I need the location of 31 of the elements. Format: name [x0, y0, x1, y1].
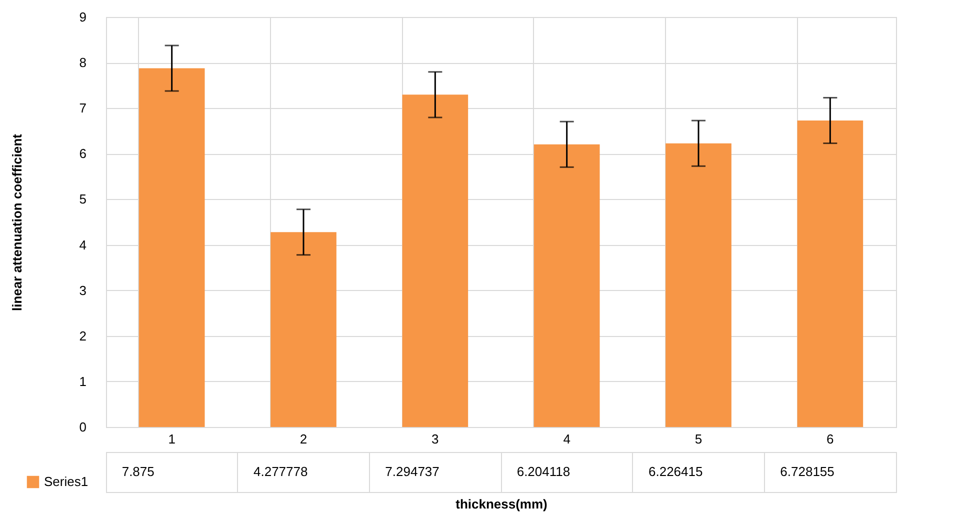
y-tick-label: 6: [79, 146, 86, 162]
bar: [270, 232, 336, 427]
data-label: 7.875: [122, 464, 154, 479]
data-label: 6.226415: [648, 464, 703, 479]
x-axis-title: thickness(mm): [456, 496, 548, 512]
data-label: 7.294737: [385, 464, 440, 479]
bar: [797, 120, 864, 427]
data-label: 4.277778: [254, 464, 308, 479]
y-tick-label: 4: [79, 237, 86, 252]
y-tick-label: 8: [79, 55, 86, 70]
y-tick-label: 2: [79, 328, 86, 344]
y-tick-label: 5: [79, 192, 86, 207]
y-tick-label: 3: [79, 282, 86, 298]
bar: [666, 143, 732, 427]
x-tick-label: 3: [432, 432, 439, 446]
y-axis-title: linear attenuation coefficient: [9, 133, 24, 311]
x-tick-label: 1: [168, 432, 176, 446]
bar: [402, 94, 468, 427]
x-tick-label: 5: [694, 432, 702, 446]
y-tick-label: 7: [79, 100, 86, 116]
data-label: 6.204118: [516, 464, 570, 479]
data-label: 6.728155: [780, 464, 834, 479]
x-tick-label: 2: [300, 432, 308, 446]
x-tick-label: 6: [826, 432, 834, 446]
y-tick-label: 1: [79, 374, 86, 389]
y-tick-label: 9: [79, 10, 86, 24]
x-tick-label: 4: [563, 432, 570, 446]
bar: [534, 144, 600, 427]
bar: [138, 68, 205, 427]
y-tick-label: 0: [79, 420, 86, 434]
legend-label: Series1: [44, 474, 88, 489]
